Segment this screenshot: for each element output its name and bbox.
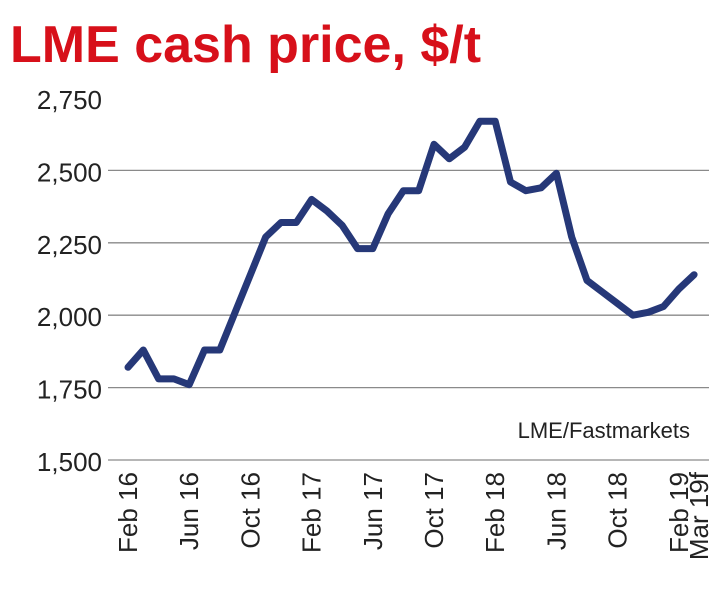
y-tick-label: 2,750	[37, 85, 102, 115]
x-tick-label: Feb 18	[480, 472, 510, 553]
y-tick-label: 2,500	[37, 157, 102, 187]
x-tick-label: Oct 16	[235, 472, 265, 549]
x-tick-label: Feb 19	[664, 472, 694, 553]
x-tick-label: Jun 18	[541, 472, 571, 550]
x-tick-label: Mar 19f	[684, 471, 709, 560]
x-tick-label: Feb 16	[113, 472, 143, 553]
y-tick-label: 1,500	[37, 447, 102, 477]
x-tick-label: Oct 17	[419, 472, 449, 549]
source-note: LME/Fastmarkets	[518, 418, 690, 443]
y-tick-label: 2,250	[37, 230, 102, 260]
gridlines	[108, 169, 709, 461]
series-layer	[124, 117, 698, 389]
x-axis-ticks: Feb 16 Jun 16 Oct 16 Feb 17 Jun 17 Oct 17 Feb …	[113, 471, 709, 560]
x-tick-label: Jun 16	[174, 472, 204, 550]
y-tick-label: 2,000	[37, 302, 102, 332]
y-axis-ticks: 2,750 2,500 2,250 2,000 1,750 1,500	[37, 85, 102, 477]
chart-title: LME cash price, $/t	[10, 16, 481, 74]
x-tick-label: Jun 17	[358, 472, 388, 550]
y-tick-label: 1,750	[37, 375, 102, 405]
series-line	[124, 117, 698, 389]
x-tick-label: Feb 17	[297, 472, 327, 553]
x-tick-label: Oct 18	[603, 472, 633, 549]
